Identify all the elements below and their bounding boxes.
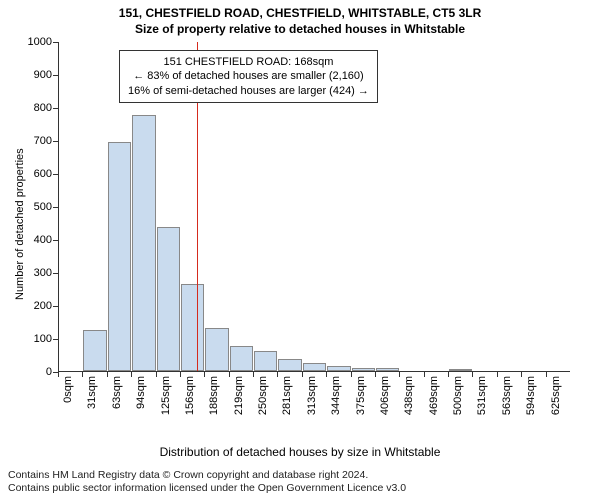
x-tick (351, 372, 352, 377)
x-tick-label: 250sqm (257, 376, 269, 415)
attribution-footer: Contains HM Land Registry data © Crown c… (8, 469, 406, 496)
y-tick-label: 700 (22, 135, 52, 147)
x-tick-label: 63sqm (111, 376, 123, 409)
y-tick-label: 100 (22, 333, 52, 345)
histogram-bar (157, 227, 180, 371)
x-tick (82, 372, 83, 377)
x-tick-label: 531sqm (476, 376, 488, 415)
x-tick (375, 372, 376, 377)
annotation-line: 151 CHESTFIELD ROAD: 168sqm (128, 55, 369, 69)
x-tick-label: 625sqm (550, 376, 562, 415)
x-tick-label: 313sqm (306, 376, 318, 415)
histogram-bar (254, 351, 277, 371)
x-tick (472, 372, 473, 377)
x-tick-label: 219sqm (233, 376, 245, 415)
x-tick (424, 372, 425, 377)
histogram-bar (449, 369, 472, 371)
x-tick-label: 563sqm (501, 376, 513, 415)
x-tick (277, 372, 278, 377)
x-tick (180, 372, 181, 377)
x-tick-label: 344sqm (330, 376, 342, 415)
y-tick-label: 200 (22, 300, 52, 312)
histogram-bar (278, 359, 301, 371)
histogram-bar (352, 368, 375, 371)
x-tick-label: 188sqm (208, 376, 220, 415)
y-tick (53, 207, 58, 208)
plot-area: 151 CHESTFIELD ROAD: 168sqm← 83% of deta… (58, 42, 570, 372)
histogram-bar (132, 115, 155, 371)
histogram-bar (108, 142, 131, 371)
annotation-line: ← 83% of detached houses are smaller (2,… (128, 69, 369, 83)
y-tick-label: 500 (22, 201, 52, 213)
x-tick-label: 156sqm (184, 376, 196, 415)
x-tick (326, 372, 327, 377)
y-tick (53, 306, 58, 307)
y-tick (53, 75, 58, 76)
x-tick (107, 372, 108, 377)
x-tick (253, 372, 254, 377)
y-tick-label: 1000 (22, 36, 52, 48)
y-tick (53, 273, 58, 274)
x-tick-label: 406sqm (379, 376, 391, 415)
x-tick-label: 94sqm (135, 376, 147, 409)
x-tick-label: 375sqm (355, 376, 367, 415)
y-tick-label: 800 (22, 102, 52, 114)
x-tick (521, 372, 522, 377)
histogram-chart: 151 CHESTFIELD ROAD: 168sqm← 83% of deta… (58, 42, 570, 372)
page-title-subtitle: Size of property relative to detached ho… (0, 22, 600, 36)
histogram-bar (327, 366, 350, 371)
y-tick (53, 174, 58, 175)
x-axis-label: Distribution of detached houses by size … (0, 445, 600, 459)
x-tick (204, 372, 205, 377)
x-tick (156, 372, 157, 377)
x-tick (448, 372, 449, 377)
x-tick-label: 469sqm (428, 376, 440, 415)
x-tick-label: 438sqm (403, 376, 415, 415)
annotation-line: 16% of semi-detached houses are larger (… (128, 84, 369, 98)
x-tick-label: 500sqm (452, 376, 464, 415)
y-tick-label: 900 (22, 69, 52, 81)
x-tick-label: 125sqm (160, 376, 172, 415)
annotation-box: 151 CHESTFIELD ROAD: 168sqm← 83% of deta… (119, 50, 378, 103)
histogram-bar (230, 346, 253, 371)
x-tick (302, 372, 303, 377)
histogram-bar (376, 368, 399, 371)
x-tick (131, 372, 132, 377)
y-tick-label: 300 (22, 267, 52, 279)
x-tick (399, 372, 400, 377)
y-tick (53, 42, 58, 43)
x-tick-label: 0sqm (62, 376, 74, 403)
y-tick (53, 240, 58, 241)
histogram-bar (303, 363, 326, 371)
histogram-bar (181, 284, 204, 371)
x-tick (58, 372, 59, 377)
histogram-bar (205, 328, 228, 371)
y-tick (53, 141, 58, 142)
x-tick-label: 594sqm (525, 376, 537, 415)
x-tick (546, 372, 547, 377)
histogram-bar (83, 330, 106, 371)
y-tick-label: 400 (22, 234, 52, 246)
footer-line2: Contains public sector information licen… (8, 482, 406, 496)
y-tick (53, 339, 58, 340)
x-tick-label: 31sqm (86, 376, 98, 409)
page-title-address: 151, CHESTFIELD ROAD, CHESTFIELD, WHITST… (0, 6, 600, 20)
y-tick-label: 600 (22, 168, 52, 180)
footer-line1: Contains HM Land Registry data © Crown c… (8, 469, 406, 483)
x-tick (497, 372, 498, 377)
x-tick-label: 281sqm (281, 376, 293, 415)
y-tick (53, 108, 58, 109)
x-tick (229, 372, 230, 377)
y-tick-label: 0 (22, 366, 52, 378)
